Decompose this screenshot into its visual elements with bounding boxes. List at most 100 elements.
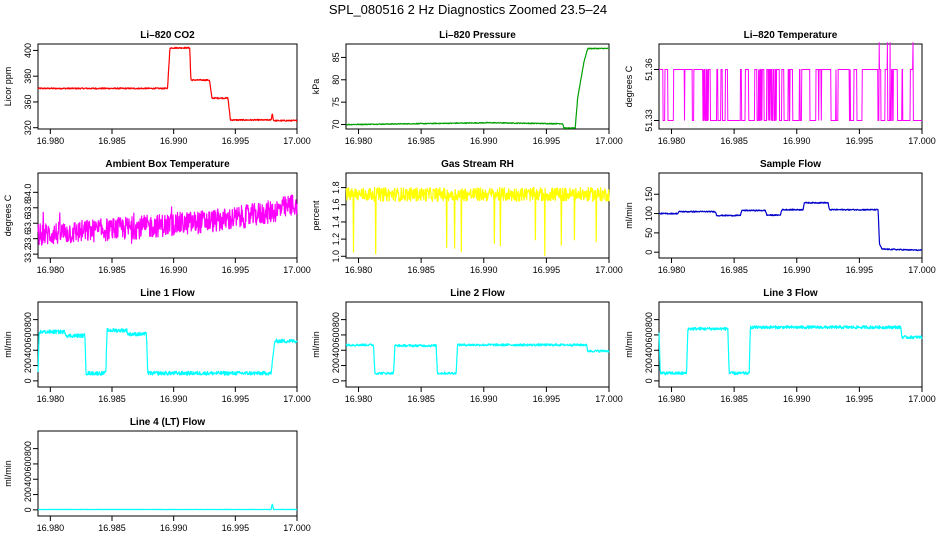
y-tick-label: 33.6 bbox=[23, 230, 33, 248]
x-tick-label: 16.990 bbox=[470, 136, 498, 146]
x-tick-label: 16.995 bbox=[533, 136, 561, 146]
panel-title: Line 4 (LT) Flow bbox=[130, 417, 206, 428]
panel-title: Li–820 CO2 bbox=[140, 30, 195, 41]
x-tick-label: 16.985 bbox=[720, 265, 748, 275]
x-tick-label: 17.000 bbox=[595, 394, 623, 404]
panel-0: Li–820 CO2 16.980 16.985 16.990 16.995 17.000… bbox=[3, 30, 311, 146]
y-tick-label: 0 bbox=[644, 250, 654, 255]
x-tick-label: 17.000 bbox=[283, 265, 311, 275]
y-tick-label: 200 bbox=[23, 487, 33, 502]
y-tick-label: 0 bbox=[23, 507, 33, 512]
y-tick-label: 80 bbox=[331, 75, 341, 85]
y-tick-label: 800 bbox=[23, 312, 33, 327]
y-tick-label: 1.8 bbox=[331, 181, 341, 194]
y-tick-label: 200 bbox=[644, 358, 654, 373]
y-tick-label: 400 bbox=[23, 43, 33, 58]
y-tick-label: 600 bbox=[23, 327, 33, 342]
x-tick-label: 16.990 bbox=[160, 265, 188, 275]
y-axis-label: ml/min bbox=[3, 331, 13, 358]
x-tick-label: 17.000 bbox=[595, 136, 623, 146]
panel-5: Sample Flow 16.980 16.985 16.990 16.995 17.00… bbox=[624, 159, 936, 275]
series-line bbox=[345, 47, 610, 130]
series-line bbox=[37, 327, 298, 376]
x-tick-label: 16.980 bbox=[345, 136, 373, 146]
y-tick-label: 200 bbox=[331, 358, 341, 373]
y-tick-label: 100 bbox=[644, 206, 654, 221]
y-tick-label: 1.6 bbox=[331, 199, 341, 212]
x-tick-label: 16.995 bbox=[222, 136, 250, 146]
y-axis-label: Licor ppm bbox=[3, 67, 13, 107]
x-tick-label: 16.990 bbox=[783, 136, 811, 146]
x-tick-label: 16.985 bbox=[407, 394, 435, 404]
y-tick-label: 0 bbox=[644, 378, 654, 383]
y-tick-label: 800 bbox=[644, 312, 654, 327]
x-tick-label: 16.995 bbox=[846, 394, 874, 404]
series-line bbox=[37, 46, 298, 122]
y-tick-label: 380 bbox=[23, 69, 33, 84]
y-tick-label: 85 bbox=[331, 52, 341, 62]
x-tick-label: 16.980 bbox=[345, 265, 373, 275]
x-tick-label: 16.990 bbox=[470, 394, 498, 404]
y-tick-label: 600 bbox=[644, 327, 654, 342]
y-tick-label: 1.2 bbox=[331, 233, 341, 246]
y-axis-label: ml/min bbox=[624, 331, 634, 358]
y-tick-label: 33.6 bbox=[23, 214, 33, 232]
panel-8: Line 3 Flow 16.980 16.985 16.990 16.995 17.00… bbox=[624, 288, 936, 404]
x-tick-label: 17.000 bbox=[908, 136, 936, 146]
plot-frame bbox=[345, 172, 610, 259]
x-tick-label: 16.995 bbox=[222, 265, 250, 275]
y-tick-label: 400 bbox=[644, 343, 654, 358]
y-tick-label: 51.36 bbox=[644, 58, 654, 81]
series-line bbox=[37, 503, 298, 511]
x-tick-label: 17.000 bbox=[908, 394, 936, 404]
plot-frame bbox=[37, 172, 298, 259]
plot-frame bbox=[658, 43, 923, 130]
y-tick-label: 800 bbox=[331, 312, 341, 327]
x-tick-label: 16.980 bbox=[345, 394, 373, 404]
y-axis-label: degrees C bbox=[624, 65, 634, 107]
x-tick-label: 16.995 bbox=[222, 394, 250, 404]
x-tick-label: 17.000 bbox=[595, 265, 623, 275]
series-line bbox=[37, 194, 298, 246]
y-tick-label: 800 bbox=[23, 441, 33, 456]
x-tick-label: 16.995 bbox=[533, 394, 561, 404]
y-tick-label: 400 bbox=[23, 343, 33, 358]
x-tick-label: 16.980 bbox=[37, 136, 65, 146]
panel-2: Li–820 Temperature 16.980 16.985 16.990 16.9… bbox=[624, 30, 936, 146]
y-tick-label: 33.8 bbox=[23, 199, 33, 217]
panel-title: Sample Flow bbox=[760, 159, 821, 170]
x-tick-label: 16.990 bbox=[160, 394, 188, 404]
plot-frame bbox=[37, 301, 298, 388]
y-tick-label: 0 bbox=[23, 378, 33, 383]
x-tick-label: 16.990 bbox=[783, 394, 811, 404]
x-tick-label: 16.985 bbox=[98, 523, 126, 533]
series-line bbox=[658, 201, 923, 252]
y-axis-label: ml/min bbox=[624, 202, 634, 229]
x-tick-label: 16.985 bbox=[98, 136, 126, 146]
x-tick-label: 17.000 bbox=[908, 265, 936, 275]
x-tick-label: 16.995 bbox=[533, 265, 561, 275]
y-tick-label: 0 bbox=[331, 378, 341, 383]
x-tick-label: 17.000 bbox=[283, 523, 311, 533]
x-tick-label: 16.990 bbox=[160, 523, 188, 533]
x-tick-label: 16.980 bbox=[658, 136, 686, 146]
y-tick-label: 51.33 bbox=[644, 109, 654, 132]
x-tick-label: 16.995 bbox=[846, 136, 874, 146]
x-tick-label: 16.980 bbox=[37, 265, 65, 275]
panel-3: Ambient Box Temperature 16.980 16.985 16.99… bbox=[3, 159, 311, 275]
panel-title: Li–820 Temperature bbox=[744, 30, 838, 41]
y-tick-label: 200 bbox=[23, 358, 33, 373]
panel-title: Line 1 Flow bbox=[140, 288, 195, 299]
panel-9: Line 4 (LT) Flow 16.980 16.985 16.990 16.995… bbox=[3, 417, 311, 533]
x-tick-label: 17.000 bbox=[283, 394, 311, 404]
x-tick-label: 16.995 bbox=[222, 523, 250, 533]
panel-6: Line 1 Flow 16.980 16.985 16.990 16.995 17.00… bbox=[3, 288, 311, 404]
panel-4: Gas Stream RH 16.980 16.985 16.990 16.995 17.… bbox=[311, 159, 623, 275]
y-tick-label: 600 bbox=[23, 456, 33, 471]
x-tick-label: 16.990 bbox=[160, 136, 188, 146]
page-title: SPL_080516 2 Hz Diagnostics Zoomed 23.5–… bbox=[328, 2, 608, 17]
y-tick-label: 50 bbox=[644, 228, 654, 238]
panel-title: Gas Stream RH bbox=[441, 159, 514, 170]
x-tick-label: 16.980 bbox=[37, 523, 65, 533]
y-tick-label: 1.0 bbox=[331, 250, 341, 263]
